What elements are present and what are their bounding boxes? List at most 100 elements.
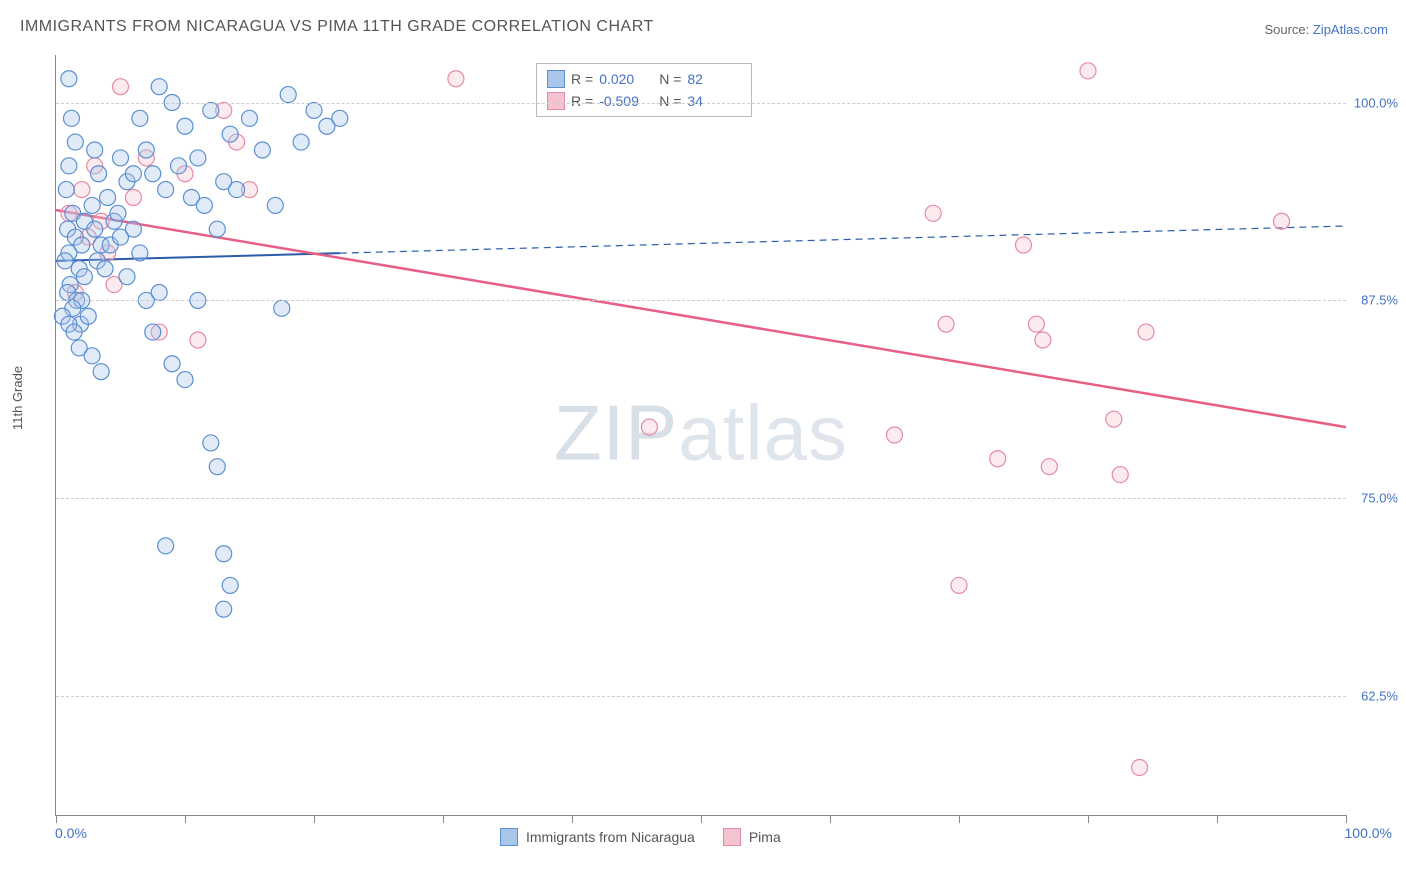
data-point (1132, 760, 1148, 776)
x-tick-label-max: 100.0% (1345, 825, 1392, 841)
data-point (113, 150, 129, 166)
data-point (97, 261, 113, 277)
data-point (1035, 332, 1051, 348)
data-point (1080, 63, 1096, 79)
data-point (87, 221, 103, 237)
data-point (87, 142, 103, 158)
chart-container: IMMIGRANTS FROM NICARAGUA VS PIMA 11TH G… (0, 0, 1406, 892)
source-label: Source: ZipAtlas.com (1264, 22, 1388, 37)
data-point (448, 71, 464, 87)
data-point (66, 324, 82, 340)
data-point (280, 87, 296, 103)
data-point (171, 158, 187, 174)
x-tick (314, 815, 315, 823)
legend-bottom-swatch-b (723, 828, 741, 846)
data-point (145, 166, 161, 182)
data-point (306, 102, 322, 118)
data-point (1028, 316, 1044, 332)
data-point (209, 459, 225, 475)
x-tick (1088, 815, 1089, 823)
data-point (1016, 237, 1032, 253)
data-point (216, 601, 232, 617)
data-point (203, 102, 219, 118)
data-point (58, 182, 74, 198)
data-point (1041, 459, 1057, 475)
legend-bottom-item-a: Immigrants from Nicaragua (500, 828, 695, 846)
data-point (196, 197, 212, 213)
data-point (293, 134, 309, 150)
x-tick (572, 815, 573, 823)
data-point (177, 118, 193, 134)
data-point (203, 435, 219, 451)
data-point (151, 79, 167, 95)
x-tick (1217, 815, 1218, 823)
regression-line (56, 210, 1346, 427)
x-tick (1346, 815, 1347, 823)
data-point (209, 221, 225, 237)
x-tick (701, 815, 702, 823)
data-point (132, 245, 148, 261)
data-point (125, 190, 141, 206)
data-point (1106, 411, 1122, 427)
legend-bottom-label-b: Pima (749, 829, 781, 845)
data-point (222, 126, 238, 142)
data-point (1274, 213, 1290, 229)
data-point (76, 269, 92, 285)
data-point (332, 110, 348, 126)
data-point (119, 269, 135, 285)
data-point (63, 110, 79, 126)
data-point (110, 205, 126, 221)
y-tick-label: 100.0% (1350, 95, 1398, 110)
grid-line (56, 498, 1346, 499)
legend-bottom-swatch-a (500, 828, 518, 846)
legend-bottom: Immigrants from Nicaragua Pima (500, 828, 781, 846)
data-point (951, 577, 967, 593)
data-point (132, 110, 148, 126)
data-point (216, 546, 232, 562)
data-point (61, 158, 77, 174)
y-tick-label: 87.5% (1350, 293, 1398, 308)
data-point (57, 253, 73, 269)
y-tick-label: 75.0% (1350, 491, 1398, 506)
data-point (84, 348, 100, 364)
data-point (84, 197, 100, 213)
data-point (125, 166, 141, 182)
legend-bottom-item-b: Pima (723, 828, 781, 846)
data-point (125, 221, 141, 237)
data-point (938, 316, 954, 332)
data-point (80, 308, 96, 324)
data-point (229, 182, 245, 198)
plot-svg (56, 55, 1346, 815)
y-tick-label: 62.5% (1350, 689, 1398, 704)
x-tick (830, 815, 831, 823)
data-point (254, 142, 270, 158)
data-point (1112, 467, 1128, 483)
data-point (158, 538, 174, 554)
data-point (61, 71, 77, 87)
data-point (887, 427, 903, 443)
grid-line (56, 696, 1346, 697)
data-point (151, 285, 167, 301)
data-point (158, 182, 174, 198)
data-point (274, 300, 290, 316)
regression-line-dashed (340, 226, 1346, 253)
data-point (242, 110, 258, 126)
data-point (91, 166, 107, 182)
grid-line (56, 103, 1346, 104)
data-point (190, 150, 206, 166)
data-point (145, 324, 161, 340)
chart-title: IMMIGRANTS FROM NICARAGUA VS PIMA 11TH G… (20, 18, 654, 36)
grid-line (56, 300, 1346, 301)
source-link[interactable]: ZipAtlas.com (1313, 22, 1388, 37)
data-point (990, 451, 1006, 467)
plot-area: ZIPatlas R = 0.020 N = 82 R = -0.509 N =… (55, 55, 1346, 816)
data-point (67, 134, 83, 150)
data-point (113, 79, 129, 95)
data-point (74, 182, 90, 198)
data-point (925, 205, 941, 221)
x-tick (959, 815, 960, 823)
data-point (164, 356, 180, 372)
y-axis-label: 11th Grade (10, 366, 25, 430)
x-tick-label-min: 0.0% (55, 825, 87, 841)
data-point (177, 372, 193, 388)
